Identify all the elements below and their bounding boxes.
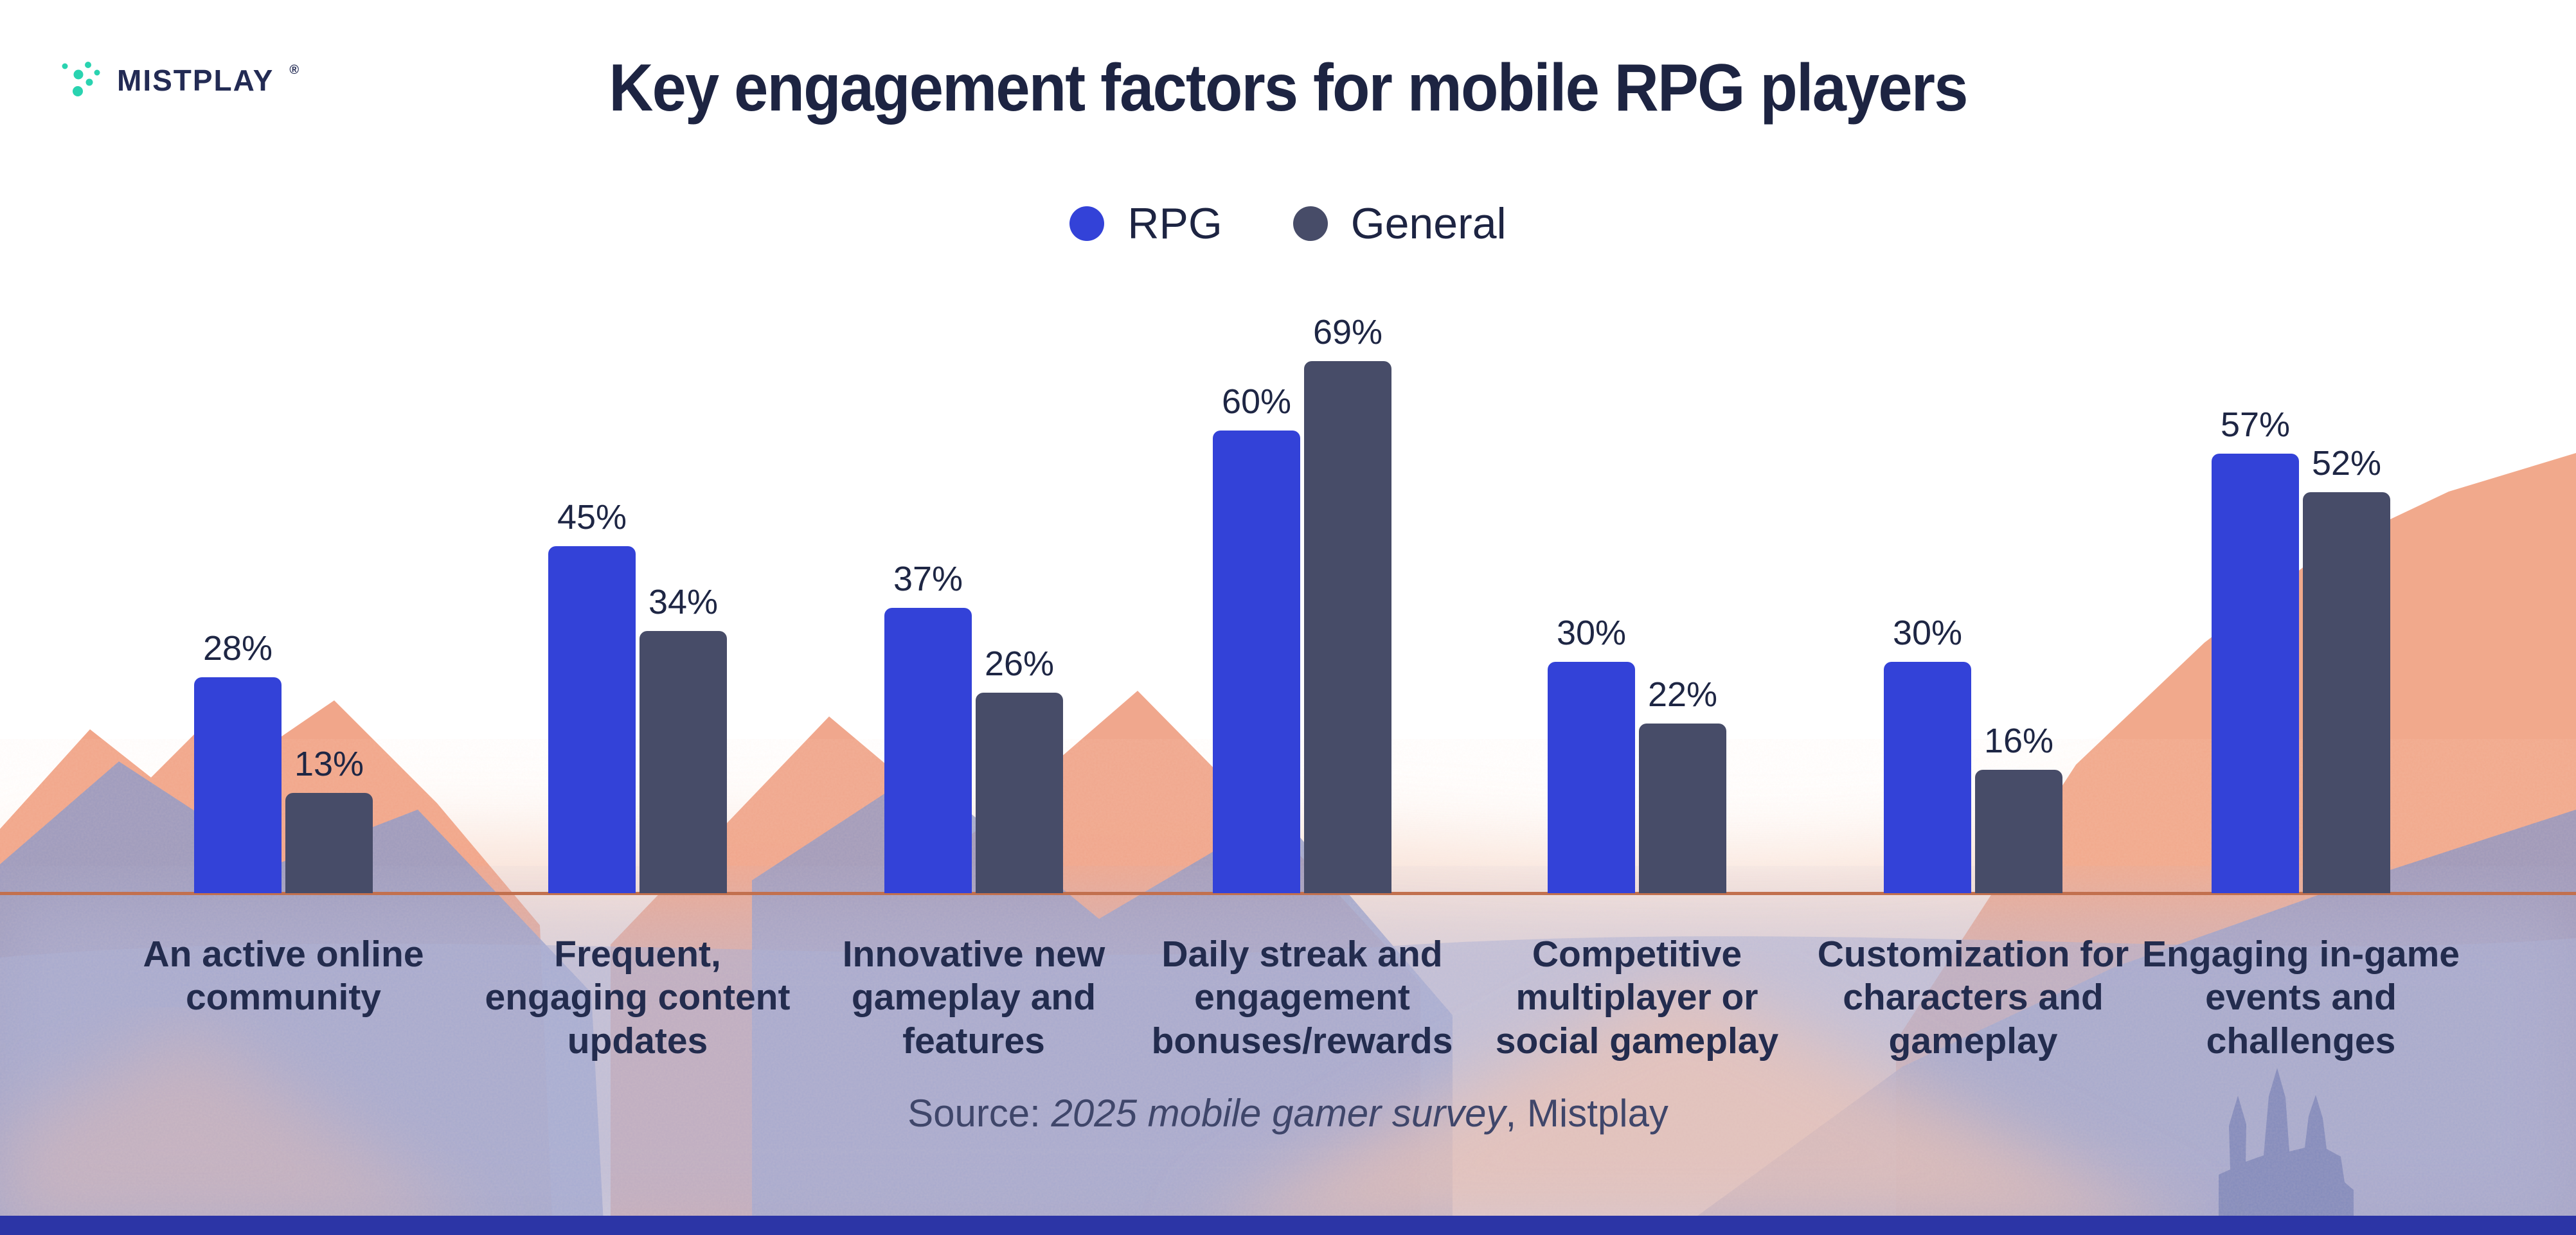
legend-item-general: General: [1292, 199, 1507, 248]
bar-column-rpg: 60%: [1213, 384, 1300, 893]
bar-column-rpg: 37%: [884, 562, 972, 893]
bar-rpg: [548, 546, 636, 893]
legend-label: General: [1350, 199, 1507, 248]
bar-general: [640, 631, 727, 893]
bar-rpg: [884, 608, 972, 893]
bar-general: [976, 693, 1063, 893]
legend-label: RPG: [1127, 199, 1222, 248]
bar-value-label: 30%: [1892, 614, 1963, 652]
registered-trademark-symbol: ®: [289, 62, 300, 77]
bar-value-label: 13%: [294, 745, 364, 783]
legend-dot-general: [1292, 206, 1328, 241]
bar-value-label: 57%: [2220, 405, 2291, 444]
bar-value-label: 37%: [893, 560, 963, 598]
category-label: Competitive multiplayer or social gameplay: [1495, 934, 1779, 1062]
category-label: Frequent, engaging content updates: [485, 934, 791, 1062]
category-label: An active online community: [143, 934, 424, 1018]
category-label: Daily streak and engagement bonuses/reward…: [1151, 934, 1453, 1062]
category-label: Innovative new gameplay and features: [842, 934, 1105, 1062]
chart-title: Key engagement factors for mobile RPG pl…: [609, 51, 1968, 125]
bar-column-rpg: 45%: [548, 500, 636, 893]
bar-column-general: 34%: [640, 585, 727, 893]
bar-value-label: 26%: [984, 644, 1055, 683]
bar-group: 30% 22%: [1548, 616, 1726, 893]
bar-column-general: 22%: [1639, 677, 1726, 893]
source-suffix: , Mistplay: [1505, 1092, 1668, 1135]
mistplay-logo-icon: [62, 62, 100, 96]
legend-dot-rpg: [1069, 206, 1105, 241]
bar-column-rpg: 28%: [194, 631, 282, 893]
bar-column-rpg: 57%: [2212, 407, 2299, 893]
bar-rpg: [194, 677, 282, 893]
bar-group: 60% 69%: [1213, 315, 1391, 893]
bar-general: [2303, 492, 2390, 893]
bar-column-general: 26%: [976, 646, 1063, 893]
bar-rpg: [1213, 431, 1300, 893]
bar-rpg: [2212, 454, 2299, 893]
source-prefix: Source:: [908, 1092, 1051, 1135]
bar-value-label: 30%: [1556, 614, 1627, 652]
category-label: Customization for characters and gameplay: [1817, 934, 2129, 1062]
legend-item-rpg: RPG: [1069, 202, 1222, 245]
bar-value-label: 34%: [648, 583, 719, 621]
bar-group: 30% 16%: [1884, 616, 2062, 893]
bar-value-label: 52%: [2311, 444, 2382, 483]
bar-general: [1975, 770, 2062, 893]
bar-general: [1639, 724, 1726, 893]
source-survey-name: 2025 mobile gamer survey: [1051, 1092, 1506, 1135]
mistplay-logo: MISTPLAY ®: [62, 62, 299, 99]
bar-column-general: 52%: [2303, 446, 2390, 893]
bar-group: 57% 52%: [2212, 407, 2390, 893]
bar-column-rpg: 30%: [1548, 616, 1635, 893]
bar-value-label: 69%: [1312, 313, 1383, 351]
bar-value-label: 60%: [1221, 382, 1292, 421]
bar-value-label: 16%: [1983, 722, 2054, 760]
x-axis-line: [0, 892, 2576, 895]
bar-value-label: 28%: [202, 629, 273, 668]
bar-value-label: 45%: [557, 498, 627, 537]
bar-rpg: [1548, 662, 1635, 893]
bar-value-label: 22%: [1647, 675, 1718, 714]
bar-rpg: [1884, 662, 1971, 893]
bar-group: 45% 34%: [548, 500, 727, 893]
bar-column-general: 13%: [285, 747, 373, 893]
bar-column-general: 16%: [1975, 724, 2062, 893]
bar-general: [285, 793, 373, 893]
source-note: Source: 2025 mobile gamer survey, Mistpl…: [0, 1091, 2576, 1135]
bottom-border-bar: [0, 1216, 2576, 1235]
bar-group: 37% 26%: [884, 562, 1063, 893]
chart-legend: RPG General: [0, 202, 2576, 245]
bar-column-rpg: 30%: [1884, 616, 1971, 893]
mistplay-logo-text: MISTPLAY: [117, 64, 274, 97]
bar-column-general: 69%: [1304, 315, 1391, 893]
bar-general: [1304, 361, 1391, 893]
bar-group: 28% 13%: [194, 631, 373, 893]
category-label: Engaging in-game events and challenges: [2142, 934, 2460, 1062]
